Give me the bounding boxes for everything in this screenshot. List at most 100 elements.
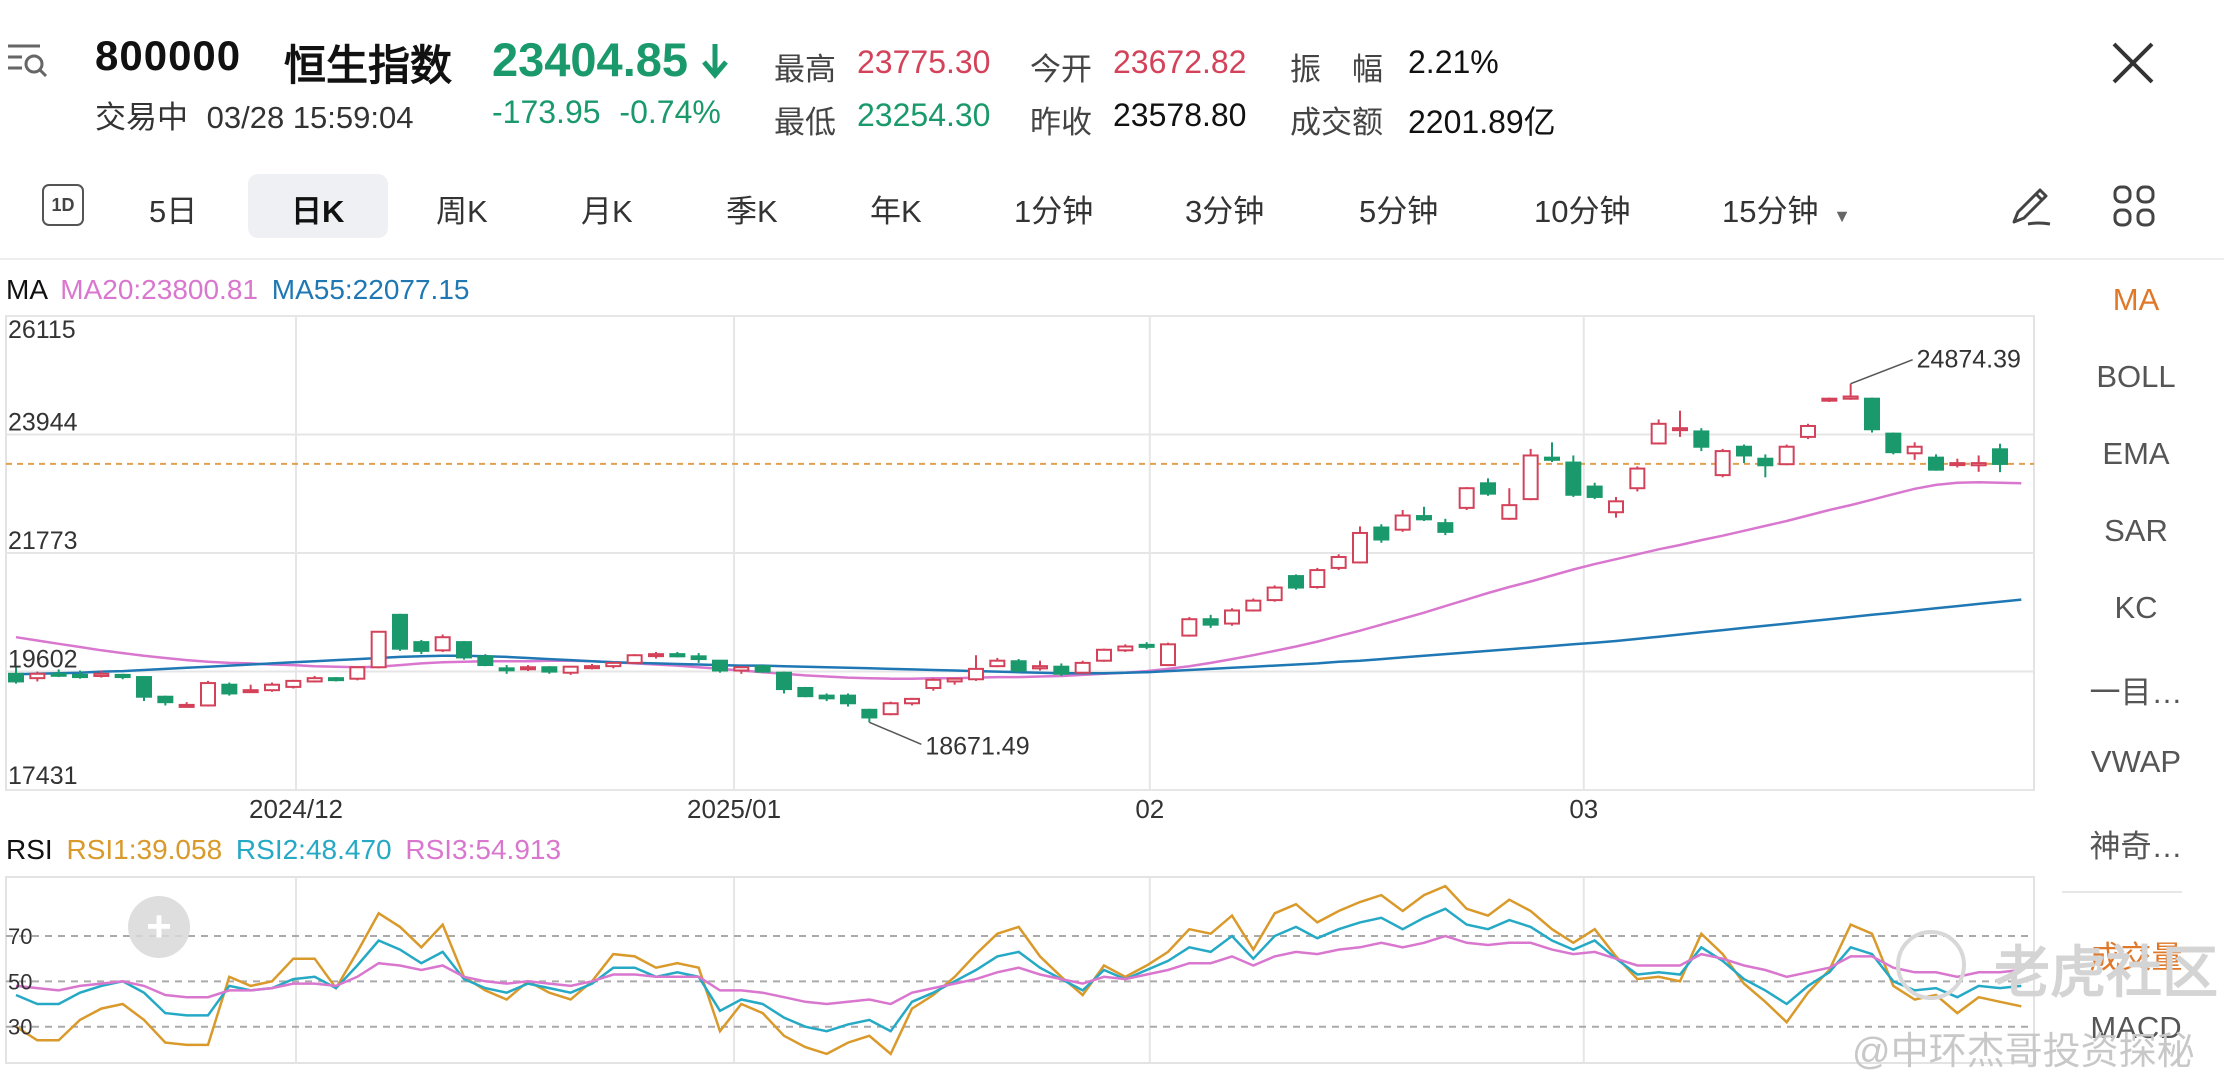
indicator-kdj[interactable]: KDJ (2048, 1076, 2224, 1080)
candle-down (1010, 660, 1027, 672)
indicator-ma[interactable]: MA (2112, 282, 2160, 317)
indicator-vwap[interactable]: VWAP (2090, 744, 2182, 779)
kline-chart[interactable]: 26115 23944 21773 19602 17431 2024/12 2025/01 0… (0, 0, 2040, 1080)
tab-month-k[interactable]: 月K (581, 194, 633, 229)
candle-up (1800, 424, 1816, 438)
candles (8, 383, 2008, 723)
candle-up (264, 683, 280, 692)
indicator-macd[interactable]: MACD (2090, 1010, 2182, 1045)
candle-down (541, 666, 558, 673)
candle-down (392, 613, 408, 650)
y-tick-label: 17431 (8, 762, 78, 790)
candle-down (1992, 448, 2008, 465)
candle-down (1693, 430, 1710, 448)
candle-up (946, 677, 963, 683)
tab-1d-icon[interactable]: 1D (42, 184, 84, 226)
candle-down (50, 672, 67, 677)
candle-up (520, 666, 536, 671)
tab-quarter-k[interactable]: 季K (726, 194, 778, 229)
tab-5day[interactable]: 5日 (149, 194, 198, 229)
indicator-boll[interactable]: BOLL (2096, 359, 2176, 394)
candle-down (1586, 485, 1603, 498)
candle-down (1202, 618, 1219, 626)
indicator-sar[interactable]: SAR (2104, 513, 2168, 548)
indicator-kc[interactable]: KC (2114, 590, 2158, 625)
low-label: 最低 (774, 105, 836, 140)
candle-up (605, 661, 622, 668)
y-tick-label: 23944 (8, 409, 78, 437)
candle-up (306, 677, 323, 683)
candle-up (1949, 462, 1966, 467)
candle-down (1757, 457, 1774, 467)
candle-up (349, 666, 366, 680)
candle-up (1074, 661, 1091, 674)
ma-lines (15, 480, 2022, 680)
candle-up (1522, 454, 1539, 501)
indicator-ichimoku[interactable]: 一目… (2089, 675, 2183, 710)
candle-up (1352, 531, 1368, 564)
rsi-chart-grid (5, 876, 2035, 1064)
tab-15min-label: 15分钟 (1722, 194, 1819, 229)
change-percent: -0.74% (619, 94, 721, 130)
rsi2-legend: RSI2:48.470 (235, 834, 392, 865)
candle-down (754, 665, 771, 673)
candle-up (1266, 586, 1283, 602)
prev-close-label: 昨收 (1030, 105, 1092, 140)
candle-down (840, 694, 856, 705)
change-value: -173.95 (492, 94, 601, 130)
tab-3min[interactable]: 3分钟 (1185, 194, 1265, 229)
tab-1min[interactable]: 1分钟 (1014, 194, 1094, 229)
candle-up (1096, 648, 1112, 662)
tab-year-k[interactable]: 年K (870, 194, 922, 229)
candle-up (178, 703, 195, 708)
tiger-logo-icon (1896, 930, 1966, 1000)
candle-up (1608, 500, 1624, 514)
candle-up (904, 697, 920, 705)
tab-5min[interactable]: 5分钟 (1359, 194, 1439, 229)
max-annotation-leader (1850, 359, 1913, 385)
draw-pen-icon[interactable] (2006, 182, 2054, 230)
min-annotation-leader (869, 721, 922, 745)
prev-close-value: 23578.80 (1113, 97, 1247, 133)
close-icon[interactable] (2108, 38, 2158, 88)
candle-down (669, 653, 686, 658)
candle-up (584, 665, 600, 670)
candle-down (456, 641, 472, 659)
candle-up (989, 659, 1006, 668)
candle-up (1714, 450, 1731, 477)
amplitude-value: 2.21% (1408, 44, 1499, 80)
indicator-ema[interactable]: EMA (2102, 436, 2170, 471)
header-divider (0, 258, 2224, 260)
x-tick-label: 02 (1135, 794, 1164, 824)
candle-up (1394, 514, 1411, 531)
candle-down (328, 677, 344, 682)
tab-10min[interactable]: 10分钟 (1534, 194, 1631, 229)
y-tick-label: 26115 (8, 316, 76, 344)
trading-status: 交易中 03/28 15:59:04 (95, 92, 413, 137)
indicator-magic[interactable]: 神奇… (2089, 829, 2183, 864)
y-tick-label: 21773 (8, 527, 78, 555)
low-value: 23254.30 (857, 97, 991, 133)
tab-day-k[interactable]: 日K (291, 194, 345, 229)
menu-search-icon[interactable] (6, 38, 50, 82)
rsi3-line (15, 934, 2022, 1006)
rsi-tick-label: 50 (8, 969, 32, 994)
tab-week-k[interactable]: 周K (436, 194, 488, 229)
candle-up (925, 678, 942, 689)
tab-15min[interactable]: 15分钟 ▼ (1722, 186, 1851, 231)
candle-down (413, 641, 430, 652)
max-annotation: 24874.39 (1917, 346, 2021, 374)
candle-up (1245, 599, 1262, 612)
zoom-in-button[interactable]: + (128, 896, 190, 958)
layout-grid-icon[interactable] (2112, 184, 2156, 228)
rsi-legend: RSI RSI1:39.058 RSI2:48.470 RSI3:54.913 (6, 834, 561, 866)
candle-down (221, 683, 238, 695)
high-value: 23775.30 (857, 44, 991, 80)
candle-up (1309, 569, 1326, 589)
candle-up (93, 672, 110, 677)
ma55-legend: MA55:22077.15 (271, 274, 470, 305)
indicator-volume[interactable]: 成交量 (2089, 940, 2183, 975)
candle-down (114, 673, 131, 679)
candle-up (1501, 504, 1518, 520)
stock-name: 恒生指数 (284, 42, 453, 89)
